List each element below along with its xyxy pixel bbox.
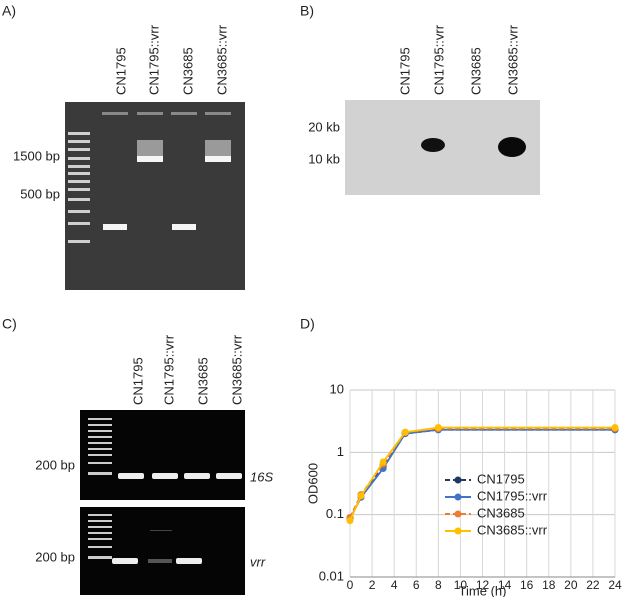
lane-label: CN1795 (397, 47, 412, 95)
x-tick-label: 6 (413, 578, 420, 592)
data-point (611, 424, 619, 432)
x-tick-label: 2 (369, 578, 376, 592)
marker-label: 20 kb (308, 119, 340, 134)
lane-label: CN3685::vrr (229, 334, 244, 405)
lane-label: CN1795::vrr (146, 24, 161, 95)
blot-b (345, 100, 540, 195)
data-point (357, 492, 365, 500)
legend-marker (454, 527, 462, 535)
y-tick-label: 10 (330, 381, 344, 396)
lane-label: CN1795::vrr (161, 334, 176, 405)
y-tick-label: 0.01 (319, 568, 344, 583)
data-point (434, 424, 442, 432)
x-tick-label: 14 (498, 578, 512, 592)
marker-label: 200 bp (35, 549, 75, 564)
x-tick-label: 20 (564, 578, 578, 592)
x-tick-label: 0 (347, 578, 354, 592)
lane-label: CN3685::vrr (214, 24, 229, 95)
x-tick-label: 18 (542, 578, 556, 592)
legend-label: CN3685 (477, 505, 525, 520)
x-tick-label: 24 (608, 578, 622, 592)
lane-label: CN3685 (468, 47, 483, 95)
marker-label: 10 kb (308, 151, 340, 166)
data-point (346, 517, 354, 525)
x-tick-label: 12 (476, 578, 490, 592)
series-line (349, 426, 615, 522)
lane-label: CN1795::vrr (431, 24, 446, 95)
panel-label: C) (2, 316, 17, 332)
x-tick-label: 10 (454, 578, 468, 592)
lane-label: CN3685::vrr (505, 24, 520, 95)
legend-marker (454, 493, 462, 501)
marker-label: 200 bp (35, 457, 75, 472)
legend-marker (454, 476, 462, 484)
gene-label: vrr (250, 554, 266, 569)
gel-c (80, 410, 245, 595)
data-point (379, 458, 387, 466)
panel-label: B) (300, 3, 314, 19)
lane-label: CN1795 (130, 357, 145, 405)
y-axis-label: OD600 (305, 463, 320, 504)
legend-label: CN3685::vrr (477, 522, 548, 537)
marker-label: 1500 bp (13, 148, 60, 163)
lane-label: CN3685 (180, 47, 195, 95)
legend-marker (454, 510, 462, 518)
gel-a (65, 102, 245, 290)
data-point (401, 428, 409, 436)
gene-label: 16S (250, 469, 273, 484)
panel-label: A) (2, 3, 16, 19)
x-tick-label: 16 (520, 578, 534, 592)
panel-label: D) (300, 316, 315, 332)
legend-label: CN1795 (477, 471, 525, 486)
y-tick-label: 1 (337, 444, 344, 459)
lane-label: CN3685 (195, 357, 210, 405)
x-tick-label: 8 (435, 578, 442, 592)
x-tick-label: 22 (586, 578, 600, 592)
y-tick-label: 0.1 (326, 506, 344, 521)
x-tick-label: 4 (391, 578, 398, 592)
marker-label: 500 bp (20, 186, 60, 201)
x-axis-label: Time (h) (459, 583, 507, 597)
lane-label: CN1795 (113, 47, 128, 95)
legend-label: CN1795::vrr (477, 488, 548, 503)
